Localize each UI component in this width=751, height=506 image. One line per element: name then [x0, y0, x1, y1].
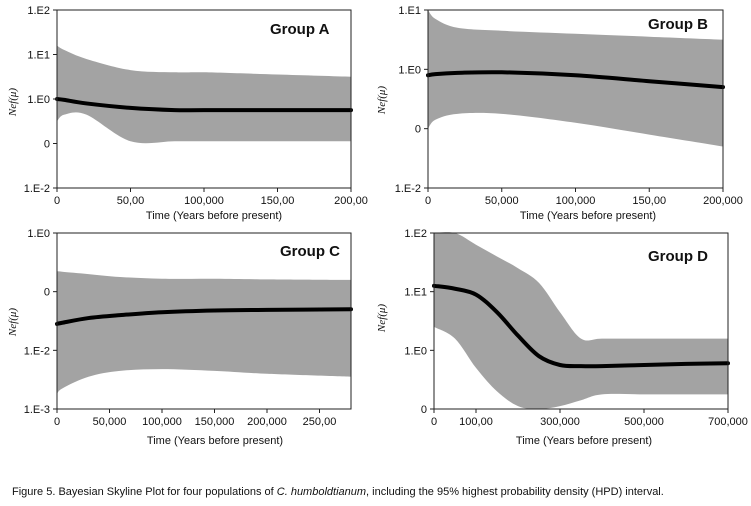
panel-c-ytick-label: 1.E-2 [24, 345, 50, 357]
panel-b-ytick-label: 1.E0 [398, 64, 421, 76]
panel-a-median-line [55, 97, 353, 113]
panel-a-xtick-label: 200,00 [334, 195, 368, 207]
panel-b-plot: 1.E-2 0 1.E0 1.E1 0 50,000 100,000 150,00 200,00… [395, 5, 743, 207]
figure-caption: Figure 5. Bayesian Skyline Plot for four… [12, 486, 664, 498]
panel-d-ytick-label: 1.E0 [404, 345, 427, 357]
panel-a-ytick-label: 1.E1 [27, 50, 50, 62]
panel-b-ytick-label: 0 [415, 124, 421, 136]
panel-b-xtick-label: 150,00 [632, 195, 666, 207]
panel-d-xlabel: Time (Years before present) [516, 435, 652, 447]
panel-a-ytick-label: 0 [44, 139, 50, 151]
panel-a-xtick-label: 0 [54, 195, 60, 207]
caption-suffix: , including the 95% highest probability … [366, 486, 664, 498]
panel-a-xtick-label: 50,00 [117, 195, 145, 207]
panel-b-xtick-label: 0 [425, 195, 431, 207]
panel-d-xtick-label: 100,00 [459, 416, 493, 428]
panel-a-xlabel: Time (Years before present) [146, 210, 282, 222]
panel-c-xtick-label: 100,000 [142, 416, 182, 428]
panel-group-b: 1.E-2 0 1.E0 1.E1 0 50,000 100,000 150,00 200,00… [376, 5, 743, 222]
panel-b-xlabel: Time (Years before present) [520, 210, 656, 222]
panel-d-median-line [432, 283, 730, 369]
panel-c-plot: 1.E-3 1.E-2 0 1.E0 0 50,000 100,000 150,000 200,… [24, 228, 353, 428]
panel-d-frame [433, 232, 729, 410]
caption-species: C. humboldtianum [276, 486, 367, 498]
panel-c-title: Group C [280, 243, 340, 260]
panel-a-title: Group A [270, 21, 330, 38]
panel-a-plot: 1.E-2 0 1.E0 1.E1 1.E2 0 50,00 100,000 150,00 200… [24, 5, 368, 207]
caption-prefix: Figure 5. Bayesian Skyline Plot for four… [12, 486, 277, 498]
panel-a-ytick-label: 1.E0 [27, 94, 50, 106]
panel-a-ytick-label: 1.E-2 [24, 183, 50, 195]
panel-c-xtick-label: 150,000 [195, 416, 235, 428]
panel-c-xtick-label: 200,000 [247, 416, 287, 428]
panel-c-ytick-label: 0 [44, 287, 50, 299]
panel-c-xtick-label: 0 [54, 416, 60, 428]
panel-b-ytick-label: 1.E-2 [395, 183, 421, 195]
panel-d-xtick-label: 700,000 [708, 416, 748, 428]
panel-b-ytick-label: 1.E1 [398, 5, 421, 17]
panel-c-xtick-label: 250,00 [303, 416, 337, 428]
panel-d-title: Group D [648, 248, 708, 265]
panel-a-ylabel: Nef(μ) [7, 88, 19, 117]
panel-group-d: 0 1.E0 1.E1 1.E2 0 100,00 300,000 500,000 700,00… [376, 228, 748, 447]
panel-a-ytick-label: 1.E2 [27, 5, 50, 17]
panel-c-xlabel: Time (Years before present) [147, 435, 283, 447]
panel-c-median-line [55, 307, 353, 326]
panel-a-xtick-label: 100,000 [184, 195, 224, 207]
panel-d-ytick-label: 1.E1 [404, 287, 427, 299]
panel-b-xtick-label: 200,000 [703, 195, 743, 207]
panel-group-a: 1.E-2 0 1.E0 1.E1 1.E2 0 50,00 100,000 150,00 200… [7, 5, 368, 222]
panel-b-hpd-band [428, 10, 723, 147]
panel-c-hpd-band [57, 271, 351, 395]
panel-group-c: 1.E-3 1.E-2 0 1.E0 0 50,000 100,000 150,000 200,… [7, 228, 353, 447]
panel-c-xtick-label: 50,000 [93, 416, 127, 428]
panel-b-title: Group B [648, 16, 708, 33]
panel-d-xtick-label: 0 [431, 416, 437, 428]
panel-c-frame [56, 232, 352, 410]
panel-d-xtick-label: 500,000 [624, 416, 664, 428]
panel-d-plot: 0 1.E0 1.E1 1.E2 0 100,00 300,000 500,000 700,00… [404, 228, 748, 428]
panel-a-hpd-band [57, 45, 351, 144]
panel-c-ytick-label: 1.E-3 [24, 404, 50, 416]
panel-a-xtick-label: 150,00 [261, 195, 295, 207]
panel-c-ylabel: Nef(μ) [7, 308, 19, 337]
panel-d-xtick-label: 300,000 [540, 416, 580, 428]
panel-d-ylabel: Nef(μ) [376, 304, 388, 333]
panel-d-ytick-label: 1.E2 [404, 228, 427, 240]
panel-b-ylabel: Nef(μ) [376, 86, 388, 115]
panel-b-median-line [426, 70, 725, 90]
panel-d-ytick-label: 0 [421, 404, 427, 416]
panel-c-ytick-label: 1.E0 [27, 228, 50, 240]
panel-b-xtick-label: 100,000 [556, 195, 596, 207]
panel-b-xtick-label: 50,000 [485, 195, 519, 207]
